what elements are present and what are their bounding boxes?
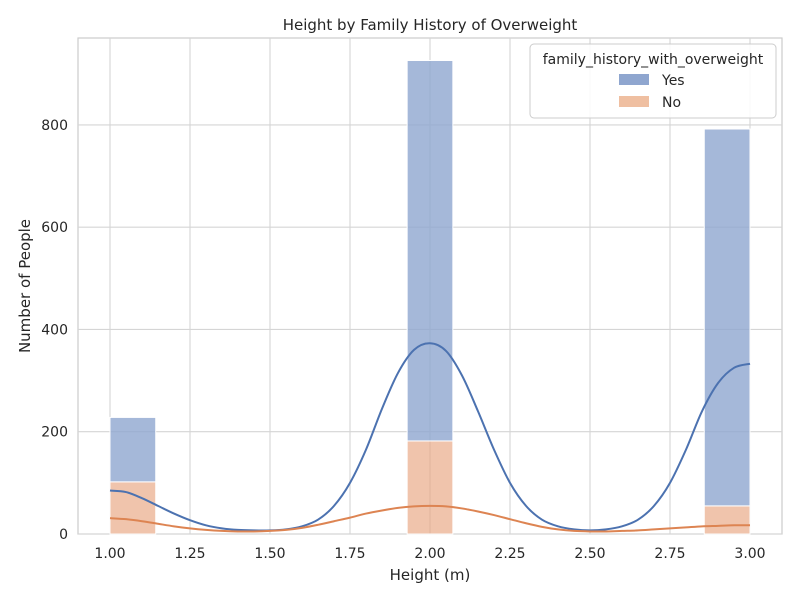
y-axis-label: Number of People: [16, 219, 34, 353]
x-tick-label: 2.50: [574, 546, 605, 562]
y-tick-label: 400: [41, 322, 68, 338]
kde-line-no: [109, 504, 751, 533]
chart-title: Height by Family History of Overweight: [283, 16, 578, 34]
bar-yes: [406, 59, 454, 442]
legend-swatch-yes: [619, 74, 649, 85]
kde-line-yes: [109, 342, 751, 532]
x-tick-label: 2.75: [654, 546, 685, 562]
y-tick-label: 200: [41, 425, 68, 441]
x-tick-label: 1.25: [174, 546, 205, 562]
legend-title: family_history_with_overweight: [543, 52, 764, 68]
y-tick-label: 800: [41, 118, 68, 134]
x-tick-label: 1.75: [334, 546, 365, 562]
y-tick-label: 600: [41, 220, 68, 236]
bar-yes: [703, 128, 751, 507]
legend-swatch-no: [619, 96, 649, 107]
legend-box: [529, 43, 777, 119]
legend-label-no: No: [662, 95, 681, 111]
bars: [109, 59, 751, 535]
y-tick-label: 0: [59, 527, 68, 543]
kde-curves: [109, 342, 751, 533]
legend: family_history_with_overweight Yes No: [529, 43, 777, 119]
x-tick-label: 1.00: [94, 546, 125, 562]
x-tick-label: 2.00: [414, 546, 445, 562]
bar-yes: [109, 416, 157, 483]
x-tick-label: 1.50: [254, 546, 285, 562]
legend-label-yes: Yes: [661, 73, 685, 89]
bar-no: [703, 505, 751, 535]
x-axis-label: Height (m): [390, 566, 471, 584]
bar-no: [109, 481, 157, 535]
x-tick-label: 3.00: [734, 546, 765, 562]
x-axis: 1.00 1.25 1.50 1.75 2.00 2.25 2.50 2.75 3.00: [94, 546, 765, 562]
y-axis: 0 200 400 600 800: [41, 118, 68, 543]
x-tick-label: 2.25: [494, 546, 525, 562]
bar-no: [406, 440, 454, 535]
